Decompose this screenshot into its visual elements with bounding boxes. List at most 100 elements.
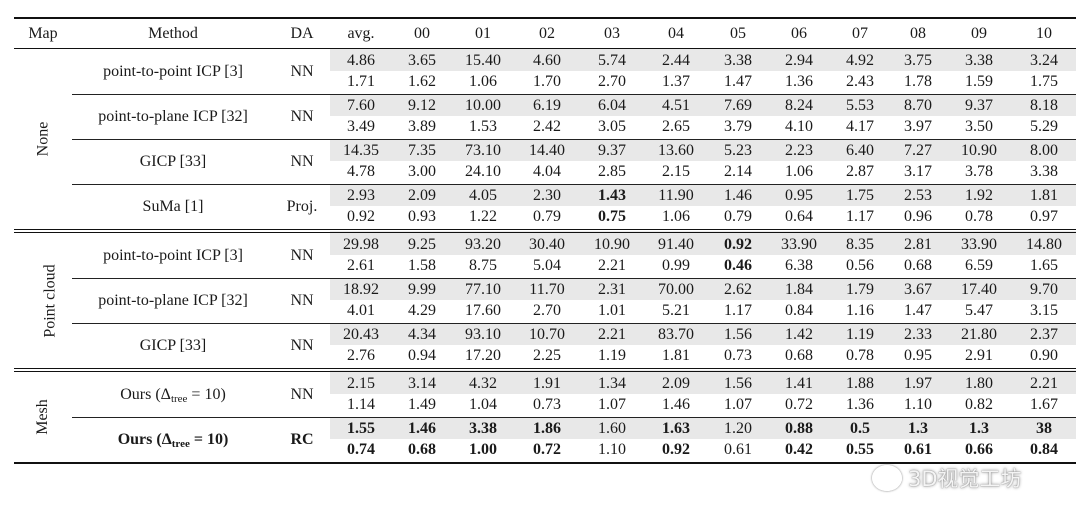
value-text: 1.71 bbox=[347, 73, 375, 90]
header-cell: avg. bbox=[347, 24, 375, 42]
value-text: 4.01 bbox=[347, 302, 375, 319]
value-cell: 1.49 bbox=[392, 394, 452, 418]
table-row: 0.92 0.93 1.22 0.79 0.75 1.06 0.79 0.64 1.17 0.96… bbox=[14, 206, 1076, 231]
value-text: 4.05 bbox=[469, 187, 497, 204]
value-text: 1.67 bbox=[1030, 396, 1058, 413]
value-text: 0.46 bbox=[724, 257, 752, 274]
value-cell: 17.40 bbox=[946, 278, 1012, 300]
value-cell: 0.72 bbox=[514, 439, 580, 463]
value-text: 5.74 bbox=[598, 52, 626, 69]
value-text: 11.90 bbox=[658, 187, 694, 204]
map-label-text: Mesh bbox=[34, 399, 51, 435]
value-text: 5.47 bbox=[965, 302, 993, 319]
value-text: 3.78 bbox=[965, 163, 993, 180]
value-text: 1.00 bbox=[469, 441, 497, 458]
value-text: 5.04 bbox=[533, 257, 561, 274]
value-cell: 4.51 bbox=[644, 94, 708, 116]
value-text: 4.10 bbox=[785, 118, 813, 135]
value-cell: 18.92 bbox=[330, 278, 392, 300]
value-cell: 0.5 bbox=[830, 417, 890, 439]
value-text: 6.04 bbox=[598, 97, 626, 114]
value-text: 1.56 bbox=[724, 326, 752, 343]
value-text: 2.53 bbox=[904, 187, 932, 204]
da-text: NN bbox=[290, 385, 314, 403]
value-cell: 1.04 bbox=[452, 394, 514, 418]
header-cell: Method bbox=[148, 24, 198, 42]
value-cell: 6.04 bbox=[580, 94, 644, 116]
method-name-text: point-to-plane ICP [32] bbox=[98, 108, 248, 125]
value-text: 0.92 bbox=[662, 441, 690, 458]
value-text: 2.30 bbox=[533, 187, 561, 204]
value-text: 9.12 bbox=[408, 97, 436, 114]
value-text: 1.80 bbox=[965, 375, 993, 392]
value-text: 6.19 bbox=[533, 97, 561, 114]
value-cell: 7.27 bbox=[890, 139, 946, 161]
value-text: 1.17 bbox=[846, 208, 874, 225]
value-text: 18.92 bbox=[343, 281, 379, 298]
map-label: Mesh bbox=[14, 370, 72, 463]
value-text: 7.27 bbox=[904, 142, 932, 159]
table-row: 2.61 1.58 8.75 5.04 2.21 0.99 0.46 6.38 0.56 0.68… bbox=[14, 255, 1076, 279]
value-text: 4.51 bbox=[662, 97, 690, 114]
value-cell: 70.00 bbox=[644, 278, 708, 300]
value-text: 2.85 bbox=[598, 163, 626, 180]
value-cell: 4.60 bbox=[514, 48, 580, 71]
value-cell: 1.70 bbox=[514, 71, 580, 95]
value-text: 3.17 bbox=[904, 163, 932, 180]
header-cell: 03 bbox=[604, 24, 620, 42]
value-cell: 17.20 bbox=[452, 345, 514, 370]
method-name: SuMa [1] bbox=[72, 185, 274, 232]
value-text: 0.73 bbox=[724, 347, 752, 364]
value-cell: 3.24 bbox=[1012, 48, 1076, 71]
value-text: 0.5 bbox=[850, 420, 870, 437]
value-text: 0.68 bbox=[904, 257, 932, 274]
value-cell: 1.14 bbox=[330, 394, 392, 418]
table-row: Point cloud point-to-point ICP [3] NN 29.98… bbox=[14, 231, 1076, 337]
da-text: RC bbox=[290, 431, 314, 448]
value-text: 1.56 bbox=[724, 375, 752, 392]
value-cell: 4.10 bbox=[768, 116, 830, 140]
value-text: 8.70 bbox=[904, 97, 932, 114]
value-text: 11.70 bbox=[529, 281, 565, 298]
value-cell: 0.82 bbox=[946, 394, 1012, 418]
value-cell: 1.37 bbox=[644, 71, 708, 95]
map-label: Point cloud bbox=[14, 231, 72, 370]
value-cell: 3.00 bbox=[392, 161, 452, 185]
header-cell: 06 bbox=[791, 24, 807, 42]
value-text: 4.78 bbox=[347, 163, 375, 180]
value-cell: 1.10 bbox=[890, 394, 946, 418]
value-cell: 1.07 bbox=[580, 394, 644, 418]
value-cell: 5.53 bbox=[830, 94, 890, 116]
method-name-suffix: = 10) bbox=[189, 431, 229, 448]
value-cell: 9.37 bbox=[580, 139, 644, 161]
value-cell: 14.40 bbox=[514, 139, 580, 161]
value-text: 1.14 bbox=[347, 396, 375, 413]
value-cell: 1.97 bbox=[890, 370, 946, 394]
table-row: point-to-plane ICP [32] NN 18.92 9.99 77.10 1… bbox=[14, 278, 1076, 309]
value-text: 0.72 bbox=[785, 396, 813, 413]
value-text: 2.65 bbox=[662, 118, 690, 135]
method-name-sub: tree bbox=[170, 392, 188, 405]
value-cell: 0.61 bbox=[890, 439, 946, 463]
value-cell: 1.22 bbox=[452, 206, 514, 231]
value-text: 3.38 bbox=[1030, 163, 1058, 180]
value-text: 3.38 bbox=[724, 52, 752, 69]
value-cell: 3.89 bbox=[392, 116, 452, 140]
value-text: 1.46 bbox=[408, 420, 436, 437]
value-cell: 7.35 bbox=[392, 139, 452, 161]
value-cell: 1.01 bbox=[580, 300, 644, 324]
value-text: 2.21 bbox=[1030, 375, 1058, 392]
value-text: 4.29 bbox=[408, 302, 436, 319]
value-cell: 1.59 bbox=[946, 71, 1012, 95]
value-text: 0.93 bbox=[408, 208, 436, 225]
header-cell: 00 bbox=[414, 24, 430, 42]
value-text: 2.31 bbox=[598, 281, 626, 298]
value-cell: 2.91 bbox=[946, 345, 1012, 370]
value-cell: 8.24 bbox=[768, 94, 830, 116]
value-cell: 2.21 bbox=[1012, 370, 1076, 394]
value-text: 17.20 bbox=[465, 347, 501, 364]
value-cell: 1.46 bbox=[644, 394, 708, 418]
value-cell: 1.19 bbox=[830, 323, 890, 345]
table-row: GICP [33] NN 14.35 7.35 73.10 14.40 9.37 13.60 5… bbox=[14, 139, 1076, 170]
value-cell: 6.59 bbox=[946, 255, 1012, 279]
